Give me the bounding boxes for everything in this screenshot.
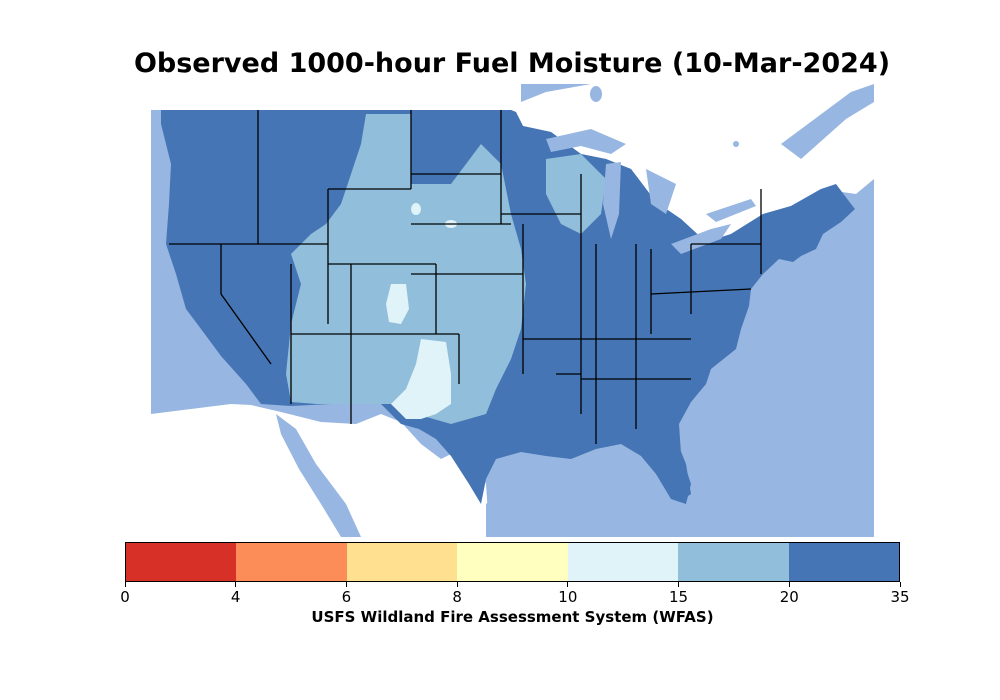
tick-mark <box>456 582 458 587</box>
colorbar-segment-3 <box>457 543 568 581</box>
canada-land <box>151 84 874 242</box>
colorbar <box>125 542 900 582</box>
colorbar-segment-6 <box>788 543 899 581</box>
tick-label: 0 <box>120 588 130 606</box>
colorbar-tick: 15 <box>659 582 699 606</box>
colorbar-tick: 20 <box>769 582 809 606</box>
colorbar-tick: 8 <box>437 582 477 606</box>
tick-label: 20 <box>779 588 799 606</box>
tick-mark <box>235 582 237 587</box>
colorbar-tick: 6 <box>326 582 366 606</box>
colorbar-segment-4 <box>567 543 679 581</box>
colorbar-tick: 4 <box>216 582 256 606</box>
colorbar-ticks: 0 4 6 8 10 15 20 35 <box>120 582 910 612</box>
fuel-moisture-map <box>151 84 874 537</box>
great-lakes <box>546 129 626 154</box>
colorbar-segment-0 <box>126 543 237 581</box>
colorbar-tick: 35 <box>880 582 920 606</box>
colorbar-segment-1 <box>236 543 347 581</box>
colorbar-label: USFS Wildland Fire Assessment System (WF… <box>311 608 714 626</box>
moisture-15-20 <box>286 114 526 424</box>
colorbar-tick: 10 <box>548 582 588 606</box>
tick-label: 15 <box>669 588 689 606</box>
tick-label: 6 <box>341 588 352 606</box>
colorbar-segment-5 <box>678 543 789 581</box>
tick-mark <box>678 582 680 587</box>
tick-label: 4 <box>230 588 241 606</box>
tick-mark <box>899 582 901 587</box>
map-title: Observed 1000-hour Fuel Moisture (10-Mar… <box>133 48 891 79</box>
tick-mark <box>567 582 569 587</box>
tick-label: 8 <box>452 588 462 606</box>
tick-mark <box>788 582 790 587</box>
tick-label: 35 <box>890 588 910 606</box>
tick-label: 10 <box>558 588 578 606</box>
tick-mark <box>124 582 126 587</box>
colorbar-segment-2 <box>346 543 458 581</box>
moisture-10-15 <box>391 339 451 419</box>
tick-mark <box>345 582 347 587</box>
state-boundaries <box>169 110 762 444</box>
colorbar-tick: 0 <box>105 582 145 606</box>
florida <box>631 429 691 502</box>
